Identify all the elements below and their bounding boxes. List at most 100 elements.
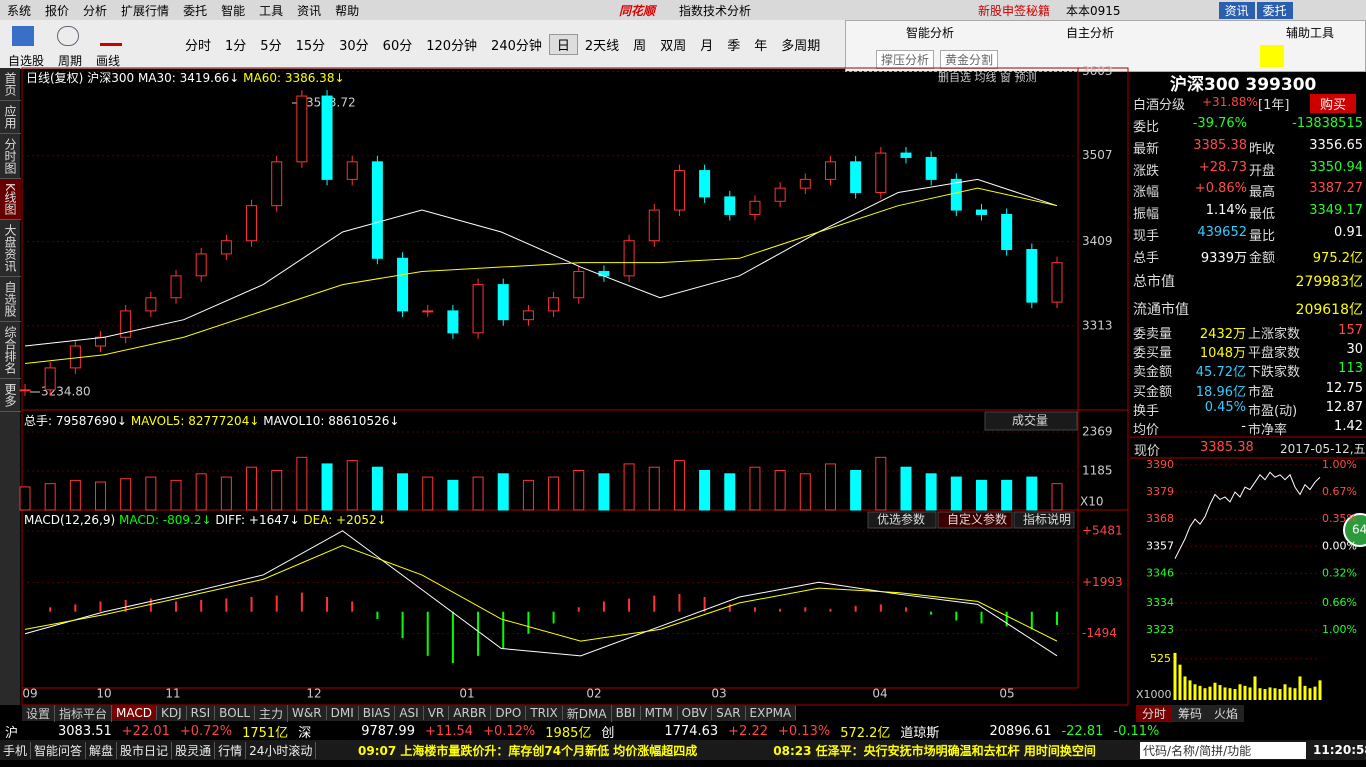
period[interactable]: 5分 [260,39,282,54]
period[interactable]: 1分 [225,39,247,54]
candle-body [220,240,232,255]
indicator-tab[interactable]: ARBR [449,706,492,720]
period[interactable]: 年 [754,39,768,54]
top-link[interactable]: 委托 [1256,1,1293,19]
indicator-tab[interactable]: DPO [491,706,527,720]
period[interactable]: 60分 [382,39,413,54]
status-item[interactable]: 手机 [0,741,32,759]
button[interactable] [937,511,1013,529]
indicator-tab[interactable]: SAR [712,706,746,720]
corner-item[interactable]: 均线 [975,70,997,84]
period[interactable]: 30分 [339,39,369,54]
indicator-tab[interactable]: MACD [112,706,158,720]
indicator-tab[interactable]: OBV [678,706,713,720]
side-tab[interactable]: 自选股 [0,277,21,322]
candle-body [447,310,459,334]
toolbar-label[interactable]: 画线 [96,54,121,68]
side-tab[interactable]: 首页 [0,68,21,101]
corner-item[interactable]: 窗 [1000,70,1011,84]
period[interactable]: 15分 [295,39,326,54]
period[interactable]: 周 [633,39,647,54]
side-tab[interactable]: 分时图 [0,134,21,179]
indicator-tab[interactable]: MTM [641,706,678,720]
indicator-tab[interactable]: BBI [612,706,641,720]
corner-item[interactable]: 删自选 [938,71,971,84]
intraday-tab[interactable]: 火焰 [1208,704,1245,722]
top-link[interactable]: 新股申签秘籍 [978,3,1051,18]
period[interactable]: 双周 [660,39,687,54]
period[interactable]: 分时 [185,39,212,54]
toolbar-label[interactable]: 自选股 [8,54,45,68]
side-tab[interactable]: 更多 [0,379,21,412]
status-item[interactable]: 股市日记 [117,741,173,759]
menu-item[interactable]: 系统 [7,3,32,18]
indicator-tab[interactable]: RSI [187,706,216,720]
indicator-tab[interactable]: TRIX [526,706,563,720]
quote-text: 下跌家数 [1248,365,1301,381]
news-item[interactable]: 08:23 任泽平：央行安抚市场明确温和去杠杆 用时间换空间 [773,743,1096,758]
status-item[interactable]: 智能问答 [31,741,87,759]
button-label[interactable]: 指标说明 [1023,512,1071,527]
icon[interactable] [57,26,79,46]
menu-item[interactable]: 委托 [183,3,208,18]
side-tab[interactable]: 综合排名 [0,322,21,379]
side-tab[interactable]: 应用 [0,101,21,134]
dropdown-label[interactable]: 成交量 [1012,413,1048,428]
status-item[interactable]: 股灵通 [172,741,216,759]
side-tab[interactable]: 大盘资讯 [0,220,21,277]
candle-body [170,275,182,299]
indicator-tab[interactable]: W&R [288,706,327,720]
button-label[interactable]: 自定义参数 [947,512,1007,527]
indicator-tab[interactable]: 主力 [255,704,289,722]
indicator-tab[interactable]: DMI [327,706,359,720]
indicator-tab[interactable]: VR [424,706,450,720]
badge[interactable] [1343,513,1366,547]
menu-item[interactable]: 报价 [45,3,70,18]
panel-title: 智能分析 [906,26,955,40]
panel-title: 辅助工具 [1286,26,1335,40]
status-item[interactable]: 解盘 [86,741,118,759]
search-box[interactable]: 代码/名称/简拼/功能 [1140,741,1306,759]
period[interactable]: 月 [700,39,714,54]
color-box[interactable] [1260,45,1284,67]
menu-item[interactable]: 智能 [221,3,246,18]
top-link[interactable]: 本本0915 [1066,3,1121,18]
period[interactable]: 240分钟 [491,39,542,54]
top-link[interactable]: 资讯 [1218,1,1255,19]
status-item[interactable]: 24小时滚动 [246,741,317,759]
panel-button[interactable]: 黄金分割 [940,50,999,69]
intraday-tab[interactable]: 分时 [1136,704,1173,722]
quote-text: 金额 [1249,250,1276,266]
period[interactable]: 120分钟 [426,39,478,54]
indicator-tab[interactable]: ASI [395,706,424,720]
status-item[interactable]: 行情 [215,741,247,759]
toolbar-label[interactable]: 周期 [58,54,83,68]
icon[interactable] [100,26,122,46]
period[interactable]: 日 [548,34,578,55]
indicator-tab[interactable]: EXPMA [746,706,797,720]
indicator-tab[interactable]: BOLL [215,706,256,720]
intraday-tab[interactable]: 筹码 [1172,704,1209,722]
dropdown[interactable] [984,411,1078,431]
menu-item[interactable]: 资讯 [297,3,322,18]
button[interactable] [867,511,937,529]
news-item[interactable]: 09:07 上海楼市量跌价升：库存创74个月新低 均价涨幅超四成 [358,743,698,758]
badge-label[interactable]: 64 [1352,523,1366,537]
menu-item[interactable]: 工具 [259,3,284,18]
menu-item[interactable]: 扩展行情 [121,3,170,18]
period[interactable]: 多周期 [781,39,821,54]
button[interactable] [1013,511,1075,529]
menu-item[interactable]: 分析 [83,3,108,18]
button-label[interactable]: 优选参数 [877,512,925,527]
menu-item[interactable]: 帮助 [335,3,360,18]
icon[interactable] [12,26,34,46]
indicator-tab[interactable]: 指标平台 [55,704,113,722]
indicator-tab[interactable]: KDJ [157,706,187,720]
indicator-tab[interactable]: BIAS [359,706,396,720]
indicator-tab[interactable]: 设置 [22,704,56,722]
indicator-tab[interactable]: 新DMA [563,704,612,722]
period[interactable]: 2天线 [584,39,620,54]
period[interactable]: 季 [727,39,741,54]
corner-item[interactable]: 预测 [1015,71,1037,84]
side-tab[interactable]: K线图 [0,179,21,220]
